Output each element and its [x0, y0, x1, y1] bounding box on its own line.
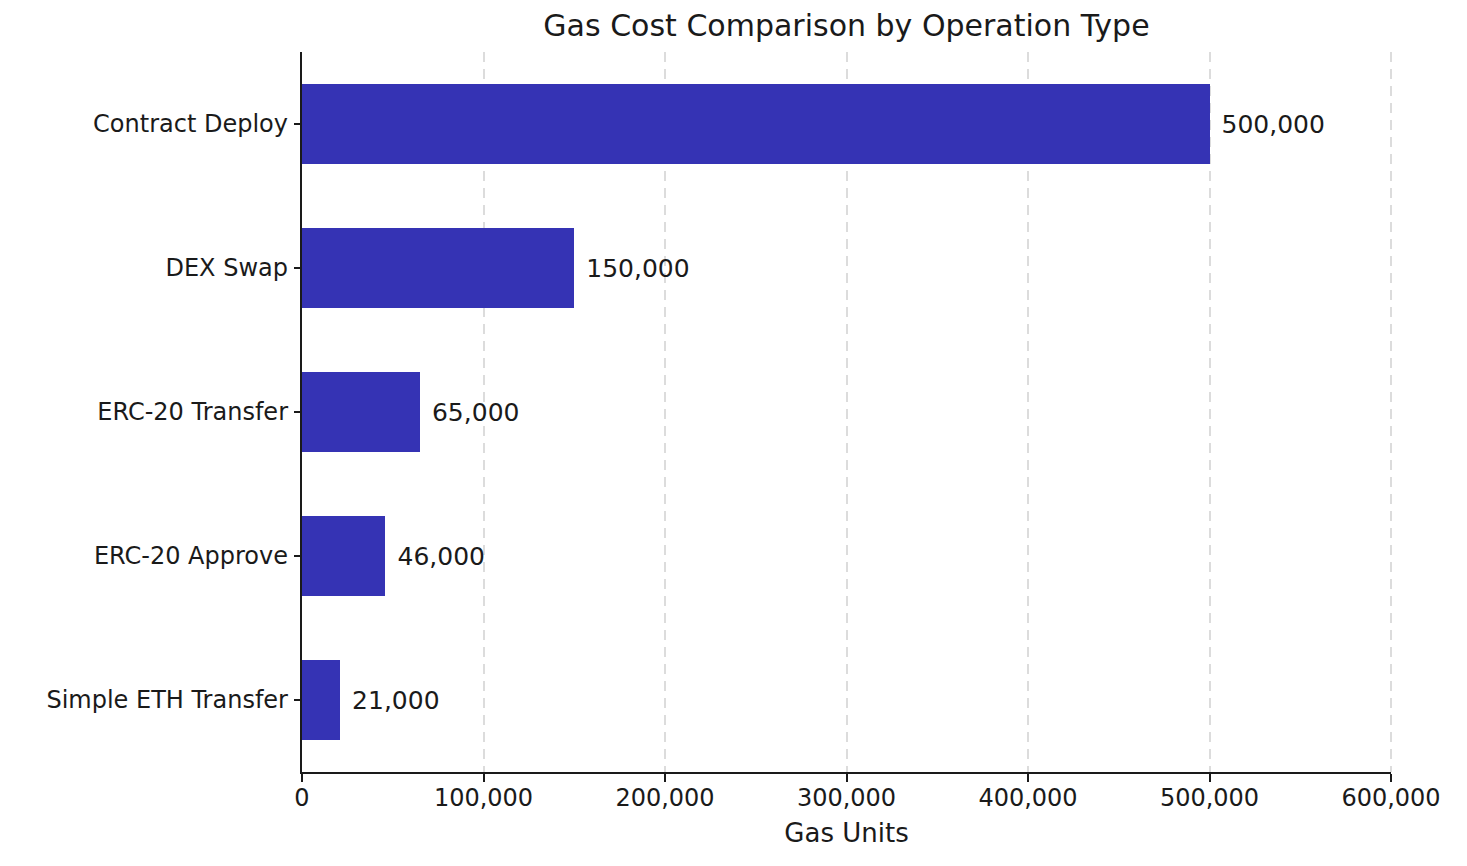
x-tick-mark — [301, 774, 303, 782]
y-tick-label: Contract Deploy — [93, 110, 288, 138]
y-tick-label: Simple ETH Transfer — [46, 686, 288, 714]
chart-title: Gas Cost Comparison by Operation Type — [302, 8, 1391, 43]
x-tick-label: 500,000 — [1160, 784, 1259, 812]
x-tick-label: 300,000 — [797, 784, 896, 812]
x-tick-mark — [1027, 774, 1029, 782]
y-tick-mark — [294, 123, 302, 125]
bar — [302, 228, 574, 308]
y-tick-label: DEX Swap — [165, 254, 288, 282]
y-tick-mark — [294, 699, 302, 701]
bar — [302, 84, 1210, 164]
bar — [302, 516, 385, 596]
bar — [302, 372, 420, 452]
x-tick-mark — [1390, 774, 1392, 782]
x-tick-mark — [846, 774, 848, 782]
x-tick-label: 0 — [294, 784, 309, 812]
bar-value-label: 46,000 — [397, 542, 484, 571]
gas-cost-bar-chart: Gas Cost Comparison by Operation Type 50… — [0, 0, 1467, 866]
y-tick-mark — [294, 555, 302, 557]
y-tick-label: ERC-20 Approve — [94, 542, 288, 570]
bar-value-label: 65,000 — [432, 398, 519, 427]
x-tick-label: 200,000 — [615, 784, 714, 812]
x-tick-mark — [1209, 774, 1211, 782]
y-tick-mark — [294, 411, 302, 413]
plot-area: 500,000 150,000 65,000 46,000 21,000 — [300, 52, 1391, 774]
bar-value-label: 150,000 — [586, 254, 689, 283]
y-tick-label: ERC-20 Transfer — [97, 398, 288, 426]
gridline — [1390, 52, 1392, 772]
x-tick-label: 100,000 — [434, 784, 533, 812]
bar-value-label: 21,000 — [352, 686, 439, 715]
x-tick-label: 600,000 — [1341, 784, 1440, 812]
y-tick-mark — [294, 267, 302, 269]
x-tick-mark — [664, 774, 666, 782]
x-tick-mark — [483, 774, 485, 782]
bar-value-label: 500,000 — [1222, 110, 1325, 139]
bar — [302, 660, 340, 740]
x-tick-label: 400,000 — [978, 784, 1077, 812]
x-axis-title: Gas Units — [302, 818, 1391, 848]
